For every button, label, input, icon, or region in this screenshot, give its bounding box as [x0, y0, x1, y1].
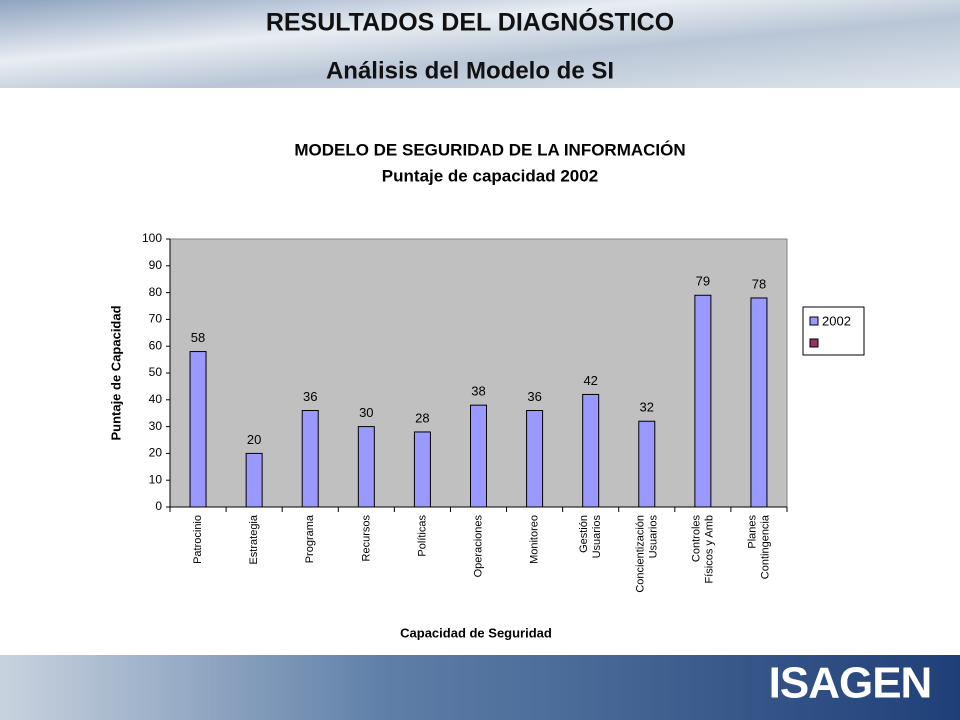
footer-band [0, 655, 960, 720]
value-label: 78 [752, 276, 766, 291]
x-tick-label: PlanesContingencia [746, 514, 771, 579]
bar [750, 297, 768, 508]
value-label: 79 [696, 274, 710, 289]
y-tick-label: 40 [149, 392, 163, 406]
bar [470, 404, 487, 508]
value-label: 38 [471, 384, 485, 399]
value-label: 36 [303, 389, 317, 404]
y-axis-label: Puntaje de Capacidad [108, 305, 123, 440]
x-tick-label: Patrocinio [192, 515, 204, 564]
slide-subtitle: Análisis del Modelo de SI [326, 57, 614, 84]
value-label: 28 [415, 410, 429, 425]
bar [638, 420, 656, 508]
value-label: 36 [527, 389, 541, 404]
x-tick-label: ConcientizaciónUsuarios [634, 515, 659, 593]
y-tick-label: 60 [149, 338, 163, 352]
header-band [0, 0, 960, 88]
bar [526, 410, 544, 508]
bar [189, 351, 207, 508]
bar [245, 452, 263, 508]
y-tick-label: 50 [149, 365, 163, 379]
y-tick-label: 10 [149, 472, 163, 486]
legend-label: 2002 [822, 313, 851, 328]
x-tick-label: GestiónUsuarios [578, 515, 603, 559]
legend-swatch-empty [809, 338, 819, 348]
value-label: 30 [359, 405, 373, 420]
value-label: 32 [640, 400, 654, 415]
legend-swatch [809, 316, 819, 326]
y-tick-label: 70 [149, 312, 163, 326]
x-tick-label: Operaciones [472, 515, 484, 578]
bar [694, 294, 712, 508]
x-tick-label: Monitoreo [528, 515, 540, 564]
value-label: 20 [247, 432, 261, 447]
bar [582, 393, 600, 508]
bar [301, 410, 319, 508]
x-axis-label: Capacidad de Seguridad [400, 625, 552, 640]
logo: ISAGEN [769, 659, 932, 708]
x-tick-label: Programa [304, 514, 316, 563]
bar [357, 426, 375, 508]
y-tick-label: 80 [149, 285, 163, 299]
x-tick-label: Recursos [360, 515, 372, 562]
x-tick-label: Políticas [416, 515, 428, 557]
y-tick-label: 90 [149, 258, 163, 272]
bar [413, 431, 431, 508]
y-tick-label: 30 [149, 419, 163, 433]
slide-title: RESULTADOS DEL DIAGNÓSTICO [266, 7, 674, 37]
y-tick-label: 0 [155, 499, 162, 513]
x-tick-label: Estrategia [248, 514, 260, 564]
y-tick-label: 100 [142, 231, 162, 245]
chart-title: MODELO DE SEGURIDAD DE LA INFORMACIÓN [294, 140, 685, 159]
chart-subtitle: Puntaje de capacidad 2002 [382, 166, 598, 185]
x-tick-label: ControlesFísicos y Amb [690, 515, 715, 584]
value-label: 58 [191, 330, 205, 345]
y-tick-label: 20 [149, 446, 163, 460]
value-label: 42 [583, 373, 597, 388]
